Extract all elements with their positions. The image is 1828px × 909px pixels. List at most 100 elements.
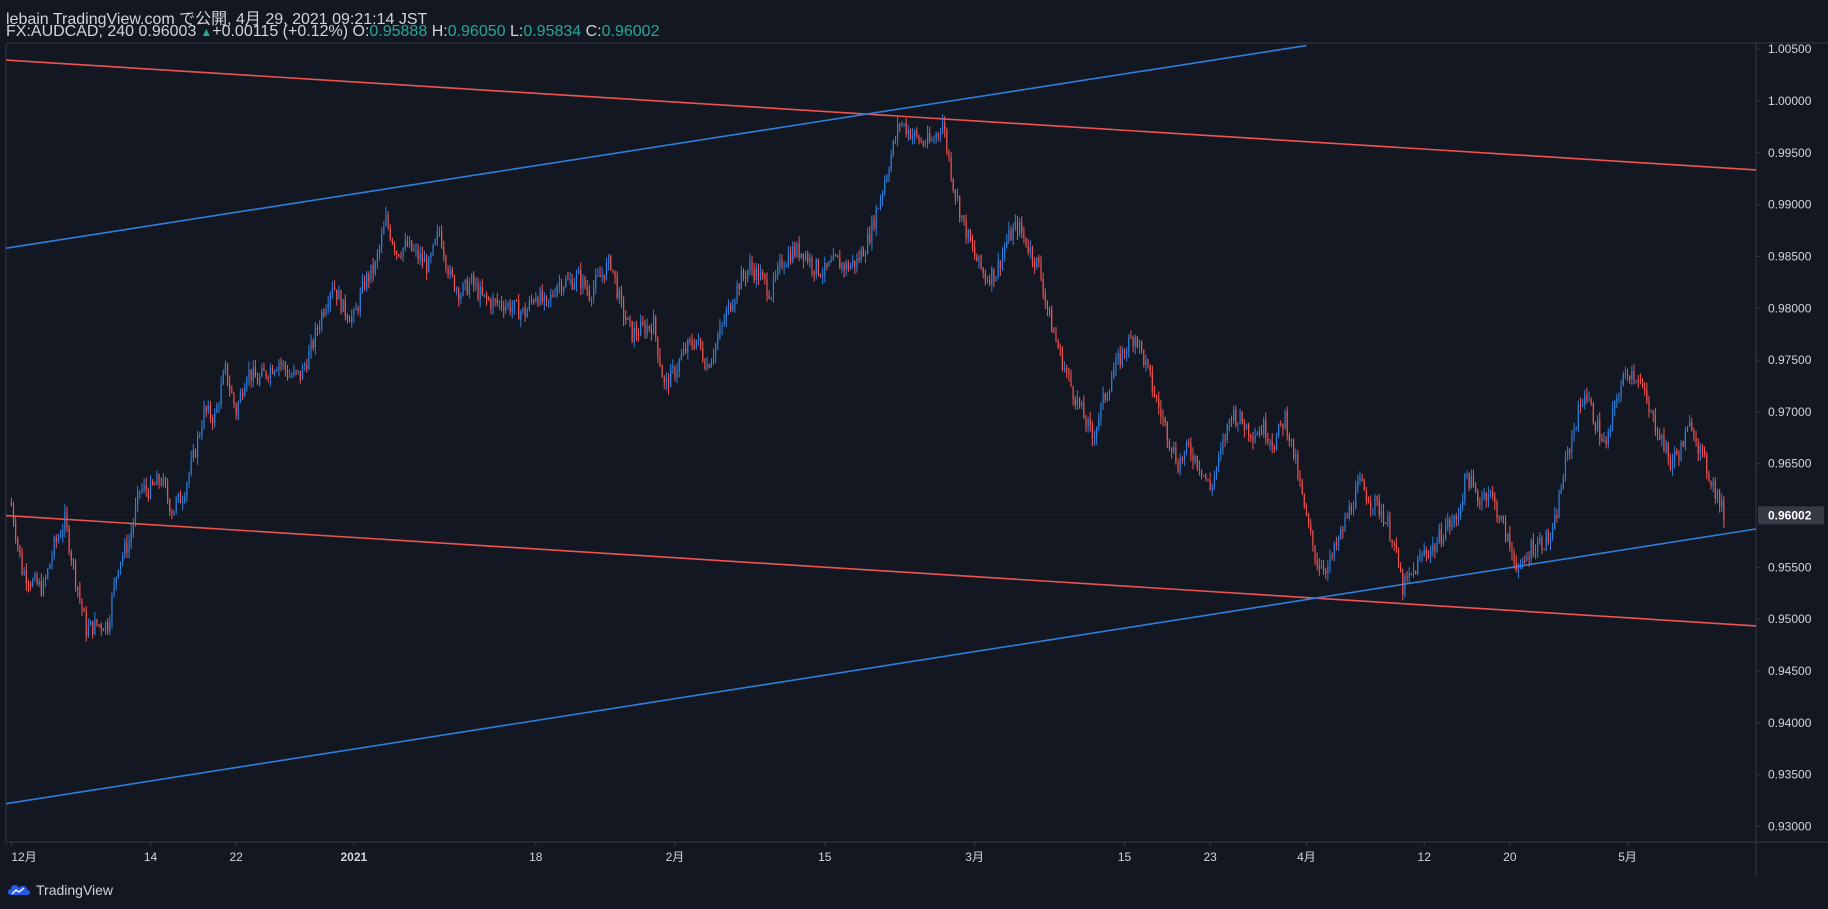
candle bbox=[70, 549, 72, 566]
candle-body bbox=[1590, 399, 1592, 404]
candle bbox=[1327, 559, 1329, 582]
candle-body bbox=[1265, 419, 1267, 439]
candle bbox=[1509, 525, 1511, 552]
candle-body bbox=[1616, 398, 1618, 402]
candle-body bbox=[222, 372, 224, 385]
time-axis[interactable]: 12月 14 22 2021 18 2月 15 3月 15 23 4月 12 20 5月 bbox=[10, 842, 1637, 864]
candle-body bbox=[785, 264, 787, 267]
candle-body bbox=[1207, 479, 1209, 481]
candle-body bbox=[171, 511, 173, 516]
candle-body bbox=[1584, 395, 1586, 406]
candle-body bbox=[732, 306, 734, 311]
candle bbox=[346, 313, 349, 324]
candle-body bbox=[1151, 371, 1153, 392]
candle bbox=[1301, 478, 1303, 495]
candle bbox=[526, 307, 528, 318]
close-key: C: bbox=[585, 23, 602, 40]
candle-body bbox=[560, 282, 563, 292]
candle-body bbox=[1126, 352, 1128, 354]
candle bbox=[269, 363, 271, 387]
candle bbox=[381, 227, 383, 254]
candle-body bbox=[1355, 488, 1357, 509]
candle bbox=[627, 317, 629, 321]
candle-body bbox=[374, 261, 376, 274]
candle bbox=[421, 246, 423, 269]
candle bbox=[920, 137, 922, 144]
candle-body bbox=[203, 406, 205, 428]
candle-body bbox=[1530, 540, 1532, 560]
candle-body bbox=[1093, 437, 1096, 439]
trendline-blue-2[interactable] bbox=[5, 44, 1307, 249]
candle-body bbox=[1464, 474, 1466, 501]
candle bbox=[685, 342, 687, 355]
candle bbox=[1156, 394, 1158, 403]
candle bbox=[1014, 214, 1016, 232]
candle bbox=[211, 414, 214, 430]
candle bbox=[871, 215, 873, 251]
price-chart[interactable]: 1.005001.000000.995000.990000.985000.980… bbox=[0, 0, 1828, 876]
candle bbox=[1096, 426, 1098, 445]
candle bbox=[1457, 507, 1460, 526]
candle bbox=[1224, 433, 1226, 447]
candle-body bbox=[929, 133, 931, 141]
candle-body bbox=[956, 196, 959, 198]
candle-body bbox=[586, 287, 588, 292]
candle-body bbox=[432, 244, 434, 255]
candle bbox=[830, 255, 832, 263]
candle-body bbox=[348, 319, 351, 323]
candle-body bbox=[304, 365, 306, 367]
candle-body bbox=[1237, 422, 1239, 426]
candle bbox=[1196, 455, 1198, 472]
candle bbox=[584, 275, 586, 290]
candle-body bbox=[1205, 474, 1207, 480]
candle bbox=[1177, 458, 1179, 474]
candle bbox=[214, 408, 216, 428]
candle bbox=[702, 341, 704, 364]
symbol-interval[interactable]: FX:AUDCAD, 240 bbox=[6, 23, 135, 40]
candle-body bbox=[1346, 517, 1348, 519]
candle-body bbox=[1310, 524, 1312, 532]
candle bbox=[1164, 416, 1166, 427]
candle-body bbox=[184, 496, 186, 502]
candle-body bbox=[1438, 529, 1440, 543]
candle-body bbox=[109, 621, 111, 632]
candle bbox=[535, 292, 537, 304]
candle bbox=[1436, 536, 1438, 553]
candle bbox=[1138, 339, 1141, 355]
candle bbox=[62, 523, 64, 544]
candle bbox=[1271, 433, 1273, 454]
candle-body bbox=[1603, 439, 1605, 442]
candle bbox=[500, 296, 503, 312]
candle-body bbox=[999, 260, 1001, 269]
candle bbox=[1263, 416, 1265, 438]
candle-body bbox=[755, 267, 757, 280]
candle bbox=[1299, 470, 1301, 487]
trendline-red-1[interactable] bbox=[5, 514, 1757, 627]
candle-body bbox=[1295, 454, 1297, 459]
candle-body bbox=[27, 583, 30, 585]
candle-body bbox=[92, 621, 94, 635]
candle bbox=[451, 266, 453, 278]
candle bbox=[145, 477, 147, 497]
trendline-blue-3[interactable] bbox=[5, 528, 1757, 805]
tradingview-logo[interactable]: TradingView bbox=[8, 882, 113, 898]
trendline-red-0[interactable] bbox=[5, 59, 1757, 171]
price-axis[interactable]: 1.005001.000000.995000.990000.985000.980… bbox=[1756, 42, 1824, 833]
candle-body bbox=[800, 253, 802, 258]
candle-body bbox=[456, 288, 458, 291]
candle-body bbox=[160, 483, 162, 485]
candle-body bbox=[1509, 533, 1511, 547]
candle-body bbox=[687, 340, 689, 352]
candle-body bbox=[1096, 427, 1098, 438]
candle bbox=[1601, 433, 1603, 443]
candle bbox=[762, 269, 764, 280]
candle-body bbox=[1130, 337, 1132, 339]
candle-body bbox=[17, 538, 19, 546]
candle-body bbox=[753, 269, 755, 280]
candle bbox=[1573, 422, 1575, 442]
trendlines[interactable] bbox=[5, 44, 1757, 805]
candle-body bbox=[494, 299, 496, 301]
candle bbox=[1168, 438, 1171, 452]
candle-body bbox=[610, 256, 612, 270]
candle bbox=[293, 364, 295, 378]
